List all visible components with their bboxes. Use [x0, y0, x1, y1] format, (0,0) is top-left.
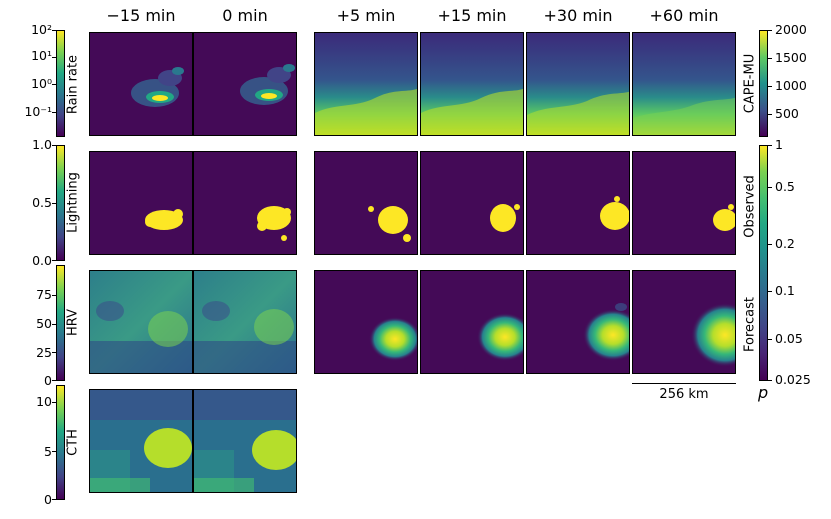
rain-tick-10: 10¹	[31, 48, 52, 63]
lightning-tick-1: 1.0	[32, 137, 52, 152]
cape-label: CAPE-MU	[742, 53, 758, 114]
lightning-colorbar	[56, 145, 65, 261]
column-title-plus5: +5 min	[336, 6, 396, 25]
column-title-plus30: +30 min	[543, 6, 613, 25]
cth-tick-5: 5	[44, 444, 52, 459]
hrv-tick-25: 25	[36, 345, 52, 360]
forecast-panel-plus60	[632, 270, 736, 374]
cape-tick-1500: 1500	[775, 50, 807, 65]
cth-colorbar	[56, 385, 65, 500]
forecast-panel-plus5	[314, 270, 418, 374]
cape-colorbar	[759, 30, 768, 137]
forecast-panel-plus30	[526, 270, 630, 374]
cth-panel-minus15	[89, 389, 193, 493]
p-tick-0.1: 0.1	[775, 283, 795, 298]
cth-label: CTH	[65, 429, 81, 456]
hrv-colorbar	[56, 265, 65, 381]
hrv-label: HRV	[65, 309, 81, 336]
cape-tick-500: 500	[775, 106, 799, 121]
lightning-panel-0	[193, 151, 297, 255]
p-symbol: p	[758, 383, 769, 402]
rain-rate-colorbar	[56, 30, 65, 137]
lightning-tick-0: 0.0	[32, 253, 52, 268]
hrv-panel-minus15	[89, 270, 193, 374]
rain-panel-minus15	[89, 32, 193, 136]
column-title-0: 0 min	[222, 6, 268, 25]
cape-panel-plus15	[420, 32, 524, 136]
lightning-panel-minus15	[89, 151, 193, 255]
p-tick-0.5: 0.5	[775, 179, 795, 194]
lightning-panel-plus60	[632, 151, 736, 255]
cape-panel-plus30	[526, 32, 630, 136]
scale-bar-label: 256 km	[659, 387, 709, 402]
cape-panel-plus5	[314, 32, 418, 136]
p-tick-0.05: 0.05	[775, 331, 803, 346]
cth-tick-10: 10	[36, 394, 52, 409]
forecast-label: Forecast	[742, 297, 758, 353]
lightning-panel-plus30	[526, 151, 630, 255]
hrv-tick-0: 0	[44, 373, 52, 388]
lightning-panel-plus5	[314, 151, 418, 255]
probability-colorbar	[759, 145, 768, 381]
hrv-tick-75: 75	[36, 287, 52, 302]
lightning-label: Lightning	[65, 172, 81, 233]
cape-tick-1000: 1000	[775, 78, 807, 93]
cape-panel-plus60	[632, 32, 736, 136]
column-title-plus60: +60 min	[649, 6, 719, 25]
p-tick-1: 1	[775, 137, 783, 152]
lightning-panel-plus15	[420, 151, 524, 255]
column-title-minus15: −15 min	[106, 6, 176, 25]
p-tick-0.025: 0.025	[775, 372, 811, 387]
p-tick-0.2: 0.2	[775, 236, 795, 251]
lightning-tick-0.5: 0.5	[32, 195, 52, 210]
rain-tick-100: 10²	[31, 22, 52, 37]
cth-tick-0: 0	[44, 492, 52, 507]
hrv-tick-50: 50	[36, 316, 52, 331]
cth-panel-0	[193, 389, 297, 493]
column-title-plus15: +15 min	[437, 6, 507, 25]
rain-panel-0	[193, 32, 297, 136]
forecast-panel-plus15	[420, 270, 524, 374]
observed-label: Observed	[742, 175, 758, 238]
scale-bar	[632, 383, 736, 384]
rain-tick-1: 10⁰	[31, 76, 52, 91]
cape-tick-2000: 2000	[775, 22, 807, 37]
hrv-panel-0	[193, 270, 297, 374]
rain-tick-0.1: 10⁻¹	[24, 104, 52, 119]
rain-rate-label: Rain rate	[65, 54, 81, 115]
